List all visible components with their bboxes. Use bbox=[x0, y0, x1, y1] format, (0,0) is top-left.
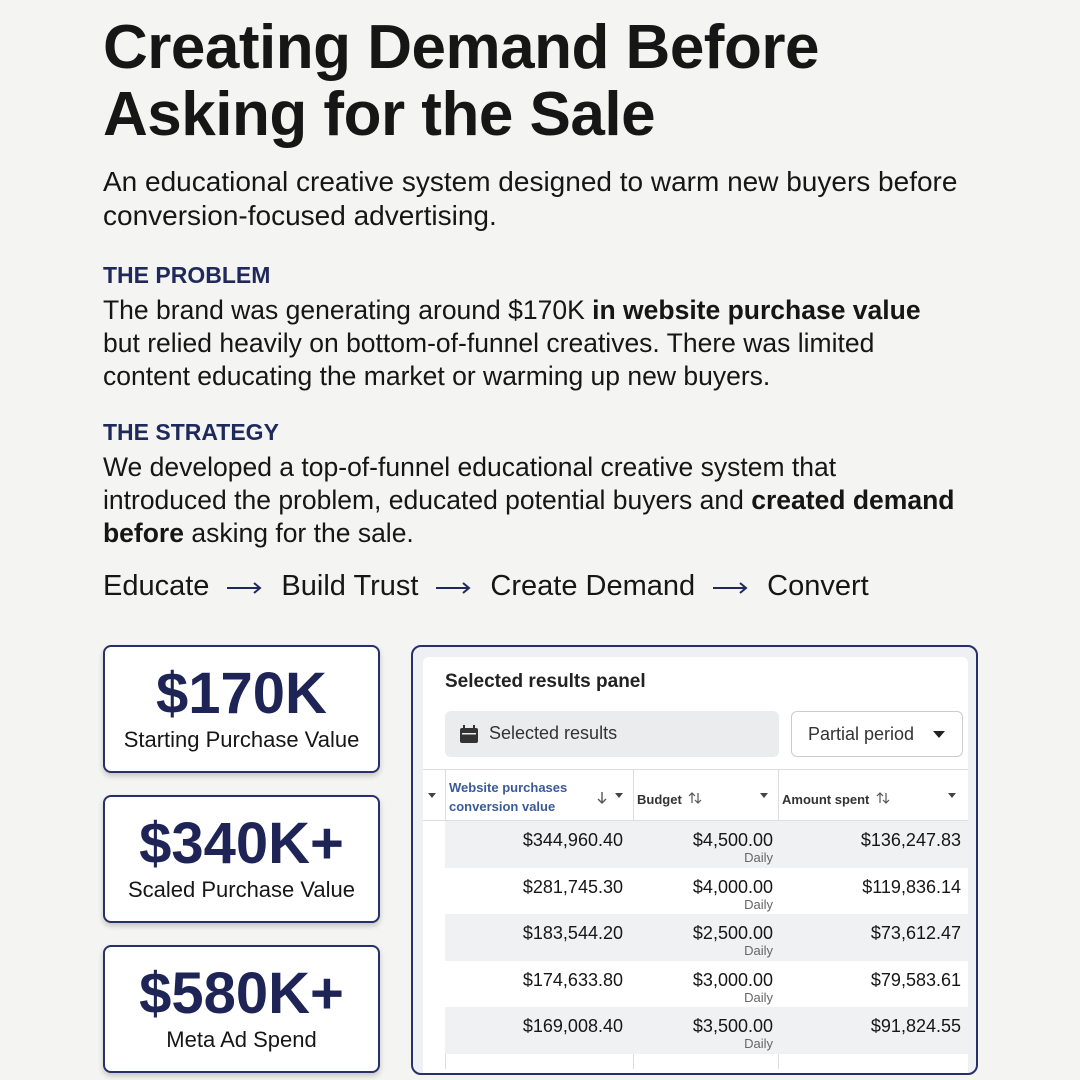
column-header: Budget bbox=[637, 792, 682, 807]
table-header bbox=[423, 769, 968, 821]
bold-text: created demand before bbox=[103, 485, 955, 548]
stat-label: Starting Purchase Value bbox=[123, 727, 360, 752]
flow-step: Build Trust bbox=[281, 570, 419, 602]
stat-value: $170K bbox=[156, 661, 327, 726]
stat-label: Scaled Purchase Value bbox=[127, 877, 356, 902]
flow-step: Educate bbox=[103, 570, 210, 602]
selector-label: Selected results bbox=[489, 723, 618, 743]
cell-period: Daily bbox=[744, 1036, 773, 1051]
panel-body: Selected results panel Selected results … bbox=[423, 657, 968, 1073]
title-line: Asking for the Sale bbox=[103, 80, 656, 149]
cell-period: Daily bbox=[744, 989, 773, 1005]
cell-spent: $73,612.47 bbox=[870, 923, 961, 943]
column-menu[interactable] bbox=[948, 793, 956, 798]
cell-spent: $119,836.14 bbox=[862, 876, 961, 897]
flow-step: Create Demand bbox=[490, 570, 696, 602]
arrow bbox=[227, 570, 263, 603]
arrow-icon bbox=[227, 582, 262, 594]
cell-spent: $91,824.55 bbox=[870, 1016, 961, 1036]
cell-value: $169,008.40 bbox=[522, 1016, 623, 1036]
text: The brand was generating around $170K bbox=[103, 295, 593, 325]
cell-period: Daily bbox=[744, 943, 773, 958]
column-header: Amount spent bbox=[782, 792, 870, 807]
selector[interactable]: Selected results bbox=[445, 711, 779, 757]
panel-title: Selected results panel bbox=[445, 671, 646, 692]
section-text: We developed a top-of-funnel educational… bbox=[103, 451, 963, 550]
table-row bbox=[445, 867, 968, 914]
table-row bbox=[445, 821, 968, 868]
cell-value: $344,960.40 bbox=[522, 830, 623, 850]
calendar-icon bbox=[460, 725, 478, 743]
cell-period: Daily bbox=[744, 850, 773, 865]
column-menu[interactable] bbox=[615, 793, 623, 798]
sort-icon[interactable] bbox=[595, 791, 609, 805]
column-menu[interactable] bbox=[760, 793, 768, 798]
period-dropdown[interactable]: Partial period bbox=[791, 711, 963, 757]
cell-budget: $3,000.00 bbox=[692, 969, 773, 990]
stat-card: $340K+ Scaled Purchase Value bbox=[103, 795, 380, 923]
text: but relied heavily on bottom-of-funnel c… bbox=[103, 328, 875, 391]
stat-value: $340K+ bbox=[139, 811, 344, 876]
column-header: Website purchases conversion value bbox=[449, 780, 568, 814]
section-heading: THE STRATEGY bbox=[103, 419, 279, 445]
flow: Educate Build Trust Create Demand Convert bbox=[103, 570, 869, 603]
cell-value: $183,544.20 bbox=[522, 923, 623, 943]
arrow bbox=[713, 570, 749, 603]
dropdown-icon bbox=[933, 731, 945, 738]
title: Creating Demand Before Asking for the Sa… bbox=[103, 14, 819, 148]
cell-spent: $79,583.61 bbox=[870, 969, 961, 990]
section-heading: THE PROBLEM bbox=[103, 262, 271, 288]
cell-spent: $136,247.83 bbox=[860, 830, 961, 850]
flow-step: Convert bbox=[767, 570, 869, 602]
text: asking for the sale. bbox=[184, 518, 414, 548]
sort-icon[interactable] bbox=[876, 791, 890, 805]
bold-text: in website purchase value bbox=[592, 295, 921, 325]
cell-budget: $4,000.00 bbox=[692, 876, 773, 897]
cell-budget: $2,500.00 bbox=[692, 923, 773, 943]
table-row bbox=[445, 914, 968, 961]
sort-icon[interactable] bbox=[688, 791, 702, 805]
text: We developed a top-of-funnel educational… bbox=[103, 452, 837, 515]
arrow-icon bbox=[713, 582, 748, 594]
cell-budget: $4,500.00 bbox=[692, 830, 773, 850]
results-panel: Selected results panel Selected results … bbox=[411, 645, 978, 1075]
table-row bbox=[445, 1007, 968, 1054]
period-label: Partial period bbox=[808, 724, 915, 744]
arrow-icon bbox=[436, 582, 471, 594]
stat-card: $580K+ Meta Ad Spend bbox=[103, 945, 380, 1073]
stat-card: $170K Starting Purchase Value bbox=[103, 645, 380, 773]
stat-value: $580K+ bbox=[139, 961, 344, 1026]
stat-label: Meta Ad Spend bbox=[166, 1027, 317, 1052]
cell-value: $174,633.80 bbox=[522, 969, 623, 990]
cell-budget: $3,500.00 bbox=[692, 1016, 773, 1036]
arrow bbox=[436, 570, 472, 603]
cell-period: Daily bbox=[744, 896, 773, 912]
table-row bbox=[445, 960, 968, 1007]
subtitle: An educational creative system designed … bbox=[103, 166, 958, 231]
section-text: The brand was generating around $170K in… bbox=[103, 294, 963, 393]
cell-value: $281,745.30 bbox=[522, 876, 623, 897]
column-menu[interactable] bbox=[428, 793, 436, 798]
title-line: Creating Demand Before bbox=[103, 13, 819, 82]
